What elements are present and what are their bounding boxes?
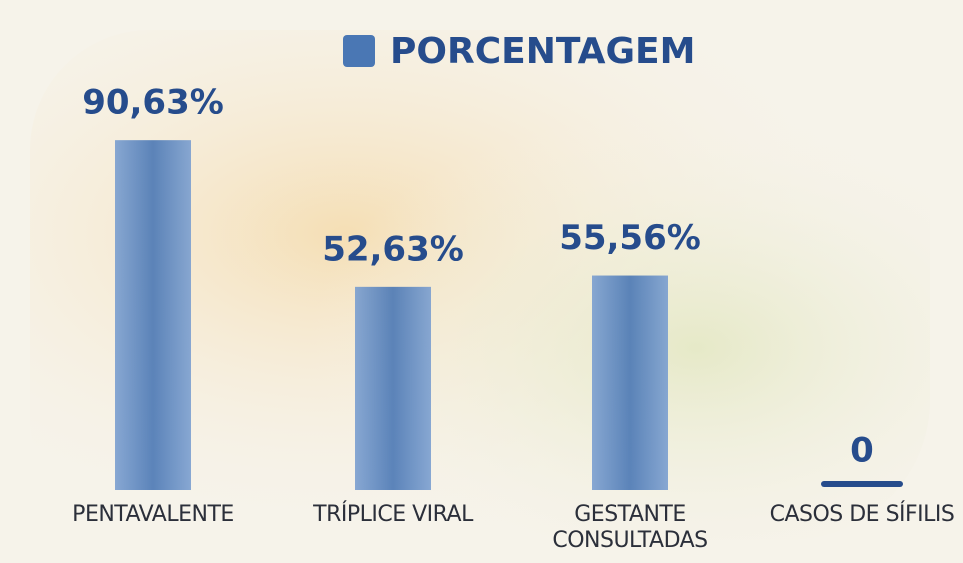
legend-swatch	[343, 35, 375, 67]
value-label: 52,63%	[322, 229, 464, 269]
bar	[115, 140, 191, 490]
value-label: 55,56%	[559, 218, 701, 258]
x-tick-label: TRÍPLICE VIRAL	[313, 502, 473, 528]
bar	[355, 287, 431, 490]
chart: PORCENTAGEM 90,63% 52,63% 55,56% 0	[0, 0, 963, 563]
value-label: 0	[850, 431, 874, 471]
x-tick-label: PENTAVALENTE	[72, 502, 234, 528]
x-tick-label: CASOS DE SÍFILIS	[767, 502, 957, 528]
wash	[150, 60, 930, 540]
chart-page: PORCENTAGEM 90,63% 52,63% 55,56% 0 PENTAVAL…	[0, 0, 963, 563]
x-tick-label: GESTANTE CONSULTADAS	[535, 502, 725, 554]
legend-label: PORCENTAGEM	[390, 31, 695, 72]
bar	[592, 276, 668, 490]
value-label: 90,63%	[82, 83, 224, 123]
